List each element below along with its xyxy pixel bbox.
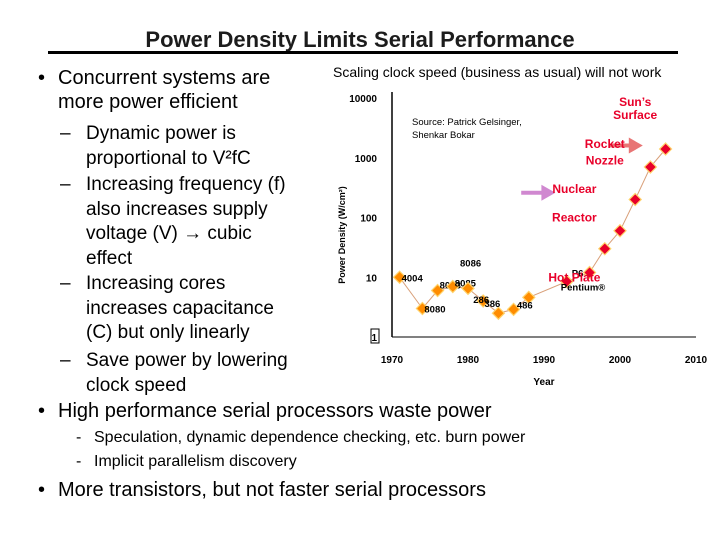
data-point-label: 486	[517, 300, 533, 311]
dash-marker: –	[60, 123, 71, 144]
y-tick-box	[370, 328, 380, 344]
chart-annotation: Sun’s	[619, 95, 652, 109]
trend-line	[399, 148, 666, 314]
data-point-label: 286	[473, 295, 489, 306]
dash-marker: –	[60, 174, 71, 195]
data-point-marker	[461, 281, 475, 296]
bullet-marker: •	[38, 479, 46, 501]
chart-caption: Scaling clock speed (business as usual) …	[333, 64, 662, 80]
data-point-marker	[559, 274, 574, 289]
data-point-marker	[392, 270, 407, 285]
y-tick-label: 10000	[349, 94, 377, 105]
data-point-label: 8080	[424, 304, 445, 315]
sub-bullet-lower-clock: Save power by lowering clock speed	[86, 349, 288, 398]
data-point-marker	[658, 142, 673, 156]
data-point-label: P6	[572, 268, 584, 279]
bullet-line: Concurrent systems are	[58, 67, 271, 89]
data-point-label: 4004	[402, 273, 424, 284]
pointer-arrow-head	[541, 184, 556, 201]
data-point-marker	[506, 302, 521, 317]
data-point-marker	[628, 192, 643, 207]
data-point-label: 386	[484, 299, 500, 310]
chart-annotation: Reactor	[552, 211, 597, 225]
x-tick-label: 1990	[533, 355, 556, 366]
bullet-concurrent: Concurrent systems are more power effici…	[58, 66, 270, 114]
x-tick-label: 2000	[609, 355, 632, 366]
bullet-serial-waste: High performance serial processors waste…	[58, 400, 492, 422]
third-bullet-speculation: Speculation, dynamic dependence checking…	[94, 429, 526, 446]
data-point-marker	[582, 265, 597, 280]
y-tick-label: 1	[371, 333, 377, 344]
sub-bullet-frequency: Increasing frequency (f) also increases …	[86, 173, 286, 271]
sub-bullet-line: clock speed	[86, 374, 187, 396]
chart-annotation: Rocket	[585, 137, 625, 151]
title-underline	[48, 51, 678, 54]
slide-title: Power Density Limits Serial Performance	[145, 27, 575, 52]
data-point-marker	[476, 294, 491, 308]
bullet-line: more power efficient	[58, 91, 238, 113]
bullet-marker: •	[38, 67, 46, 89]
data-point-marker	[613, 223, 627, 238]
y-axis-label: Power Density (W/cm²)	[337, 186, 347, 284]
sub-bullet-line: increases capacitance	[86, 297, 274, 319]
pointer-arrow-head	[628, 137, 643, 154]
y-tick-label: 10	[366, 273, 378, 284]
data-point-marker	[521, 290, 536, 305]
chart-annotation: Surface	[613, 108, 657, 122]
data-point-marker	[643, 160, 658, 174]
y-tick-label: 1000	[355, 154, 378, 165]
data-point-marker	[430, 283, 445, 298]
y-tick-label: 100	[360, 214, 377, 225]
data-point-marker	[445, 279, 460, 294]
sub-bullet-line: effect	[86, 247, 133, 269]
sub-bullet-line: also increases supply	[86, 198, 268, 220]
dash-marker: -	[76, 429, 82, 446]
data-point-label: 8086	[460, 258, 481, 269]
sub-bullet-line: voltage (V) → cubic	[86, 223, 252, 244]
sub-bullet-dynamic-power: Dynamic power is proportional to V²fC	[86, 122, 251, 171]
source-note: Shenkar Bokar	[412, 130, 475, 141]
sub-bullet-line: Save power by lowering	[86, 350, 288, 371]
data-point-marker	[415, 301, 430, 316]
x-axis-label: Year	[533, 377, 554, 388]
source-note: Source: Patrick Gelsinger,	[412, 117, 522, 128]
sub-bullet-line: proportional to V²fC	[86, 147, 251, 169]
x-tick-label: 1980	[457, 355, 480, 366]
data-point-marker	[597, 241, 612, 256]
bullet-marker: •	[38, 400, 46, 422]
bullet-more-transistors: More transistors, but not faster serial …	[58, 479, 486, 501]
data-point-label: Pentium®	[561, 282, 605, 293]
chart-annotation: Nozzle	[586, 153, 624, 167]
dash-marker: –	[60, 350, 71, 371]
sub-bullet-line: Increasing cores	[86, 273, 226, 294]
sub-bullet-line: (C) but only linearly	[86, 322, 250, 343]
third-bullet-parallelism: Implicit parallelism discovery	[94, 453, 297, 470]
chart-annotation: Nuclear	[552, 182, 596, 196]
sub-bullet-cores: Increasing cores increases capacitance (…	[86, 272, 274, 346]
dash-marker: –	[60, 273, 71, 294]
sub-bullet-line: Dynamic power is	[86, 123, 236, 144]
data-point-marker	[491, 306, 506, 321]
sub-bullet-line: Increasing frequency (f)	[86, 174, 286, 195]
x-tick-label: 1970	[381, 355, 404, 366]
chart-annotation: Hot Plate	[548, 270, 600, 284]
x-tick-label: 2010	[685, 355, 708, 366]
dash-marker: -	[76, 453, 82, 470]
